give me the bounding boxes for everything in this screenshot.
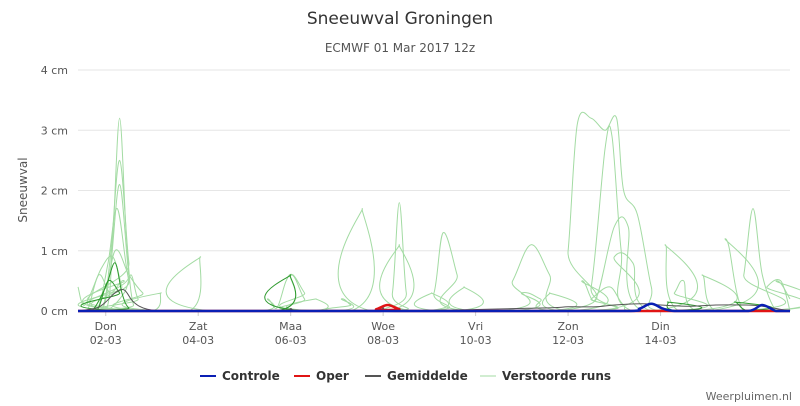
y-tick-label: 3 cm bbox=[41, 124, 68, 137]
legend-item[interactable]: Controle bbox=[200, 369, 280, 383]
ensemble-member-line bbox=[78, 286, 790, 312]
gemiddelde-line bbox=[77, 288, 791, 312]
ensemble-member-line bbox=[78, 238, 790, 312]
ensemble-member-line bbox=[78, 232, 790, 312]
legend-label: Controle bbox=[222, 369, 280, 383]
x-tick-date: 12-03 bbox=[552, 334, 584, 347]
x-tick-date: 06-03 bbox=[275, 334, 307, 347]
y-axis-title: Sneeuwval bbox=[16, 157, 30, 222]
controle-line bbox=[78, 302, 790, 313]
ensemble-member-line bbox=[78, 111, 790, 312]
x-tick-date: 14-03 bbox=[645, 334, 677, 347]
ensemble-series bbox=[77, 111, 800, 312]
legend-label: Gemiddelde bbox=[387, 369, 468, 383]
ensemble-member-line bbox=[78, 159, 790, 312]
ensemble-member-line bbox=[78, 117, 790, 312]
ensemble-member-line bbox=[78, 244, 790, 312]
ensemble-member-line bbox=[78, 286, 790, 312]
x-tick-date: 02-03 bbox=[90, 334, 122, 347]
chart-title: Sneeuwval Groningen bbox=[307, 9, 493, 29]
x-tick-day: Woe bbox=[371, 320, 395, 333]
legend-item[interactable]: Verstoorde runs bbox=[480, 369, 611, 383]
x-tick-day: Zat bbox=[189, 320, 208, 333]
ensemble-member-line bbox=[78, 244, 790, 312]
ensemble-member-line bbox=[78, 298, 790, 312]
legend-label: Oper bbox=[316, 369, 349, 383]
credit[interactable]: Weerpluimen.nl bbox=[706, 390, 792, 403]
ensemble-member-line bbox=[77, 255, 790, 312]
legend-label: Verstoorde runs bbox=[502, 369, 611, 383]
x-tick-date: 08-03 bbox=[367, 334, 399, 347]
x-tick-day: Vri bbox=[468, 320, 483, 333]
chart-subtitle: ECMWF 01 Mar 2017 12z bbox=[325, 41, 475, 55]
ensemble-member-line bbox=[78, 125, 790, 312]
x-tick-day: Don bbox=[95, 320, 117, 333]
y-tick-label: 4 cm bbox=[41, 64, 68, 77]
y-tick-label: 2 cm bbox=[41, 185, 68, 198]
x-tick-date: 04-03 bbox=[182, 334, 214, 347]
ensemble-member-line bbox=[78, 244, 790, 312]
x-tick-day: Maa bbox=[279, 320, 302, 333]
y-axis: 0 cm 1 cm 2 cm 3 cm 4 cm bbox=[41, 64, 68, 318]
y-tick-label: 0 cm bbox=[41, 305, 68, 318]
grid-lines bbox=[78, 69, 790, 312]
legend-item[interactable]: Oper bbox=[294, 369, 349, 383]
legend-item[interactable]: Gemiddelde bbox=[365, 369, 468, 383]
x-tick-day: Din bbox=[651, 320, 670, 333]
ensemble-member-line bbox=[78, 256, 790, 312]
main-series bbox=[77, 288, 791, 313]
x-tick-day: Zon bbox=[557, 320, 578, 333]
x-tick-date: 10-03 bbox=[460, 334, 492, 347]
y-tick-label: 1 cm bbox=[41, 245, 68, 258]
ensemble-member-line bbox=[78, 298, 790, 312]
legend: Controle Oper Gemiddelde Verstoorde runs bbox=[200, 369, 611, 383]
